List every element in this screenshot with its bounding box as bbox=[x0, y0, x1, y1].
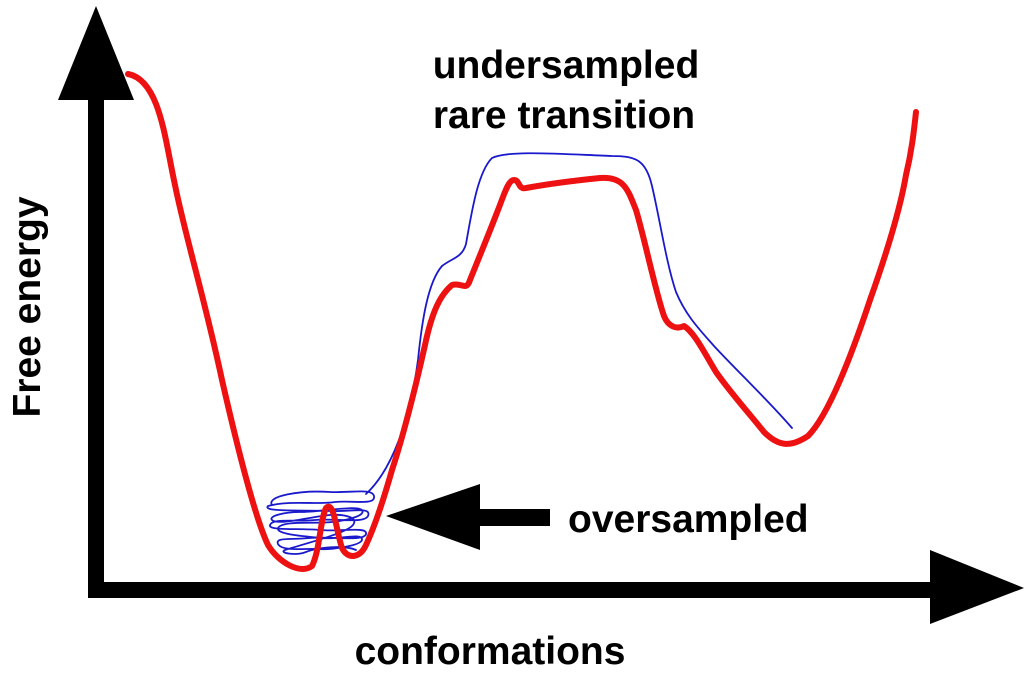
y-axis-label: Free energy bbox=[6, 196, 49, 417]
free-energy-curve bbox=[125, 71, 919, 572]
oversampled-label: oversampled bbox=[568, 498, 809, 541]
oversampled-arrow bbox=[386, 484, 550, 550]
y-axis bbox=[58, 6, 134, 598]
x-axis-label: conformations bbox=[355, 630, 626, 673]
trajectory-upper-envelope bbox=[365, 152, 793, 495]
y-axis-arrowhead bbox=[58, 6, 134, 100]
oversampled-arrow-shaft bbox=[470, 509, 550, 526]
rare-transition-label-line2: rare transition bbox=[433, 94, 695, 137]
x-axis bbox=[88, 550, 1024, 624]
y-axis-line bbox=[88, 90, 104, 598]
x-axis-arrowhead bbox=[930, 550, 1024, 624]
oversampled-arrowhead bbox=[386, 484, 480, 550]
rare-transition-label-line1: undersampled bbox=[433, 44, 700, 87]
x-axis-line bbox=[88, 582, 940, 598]
